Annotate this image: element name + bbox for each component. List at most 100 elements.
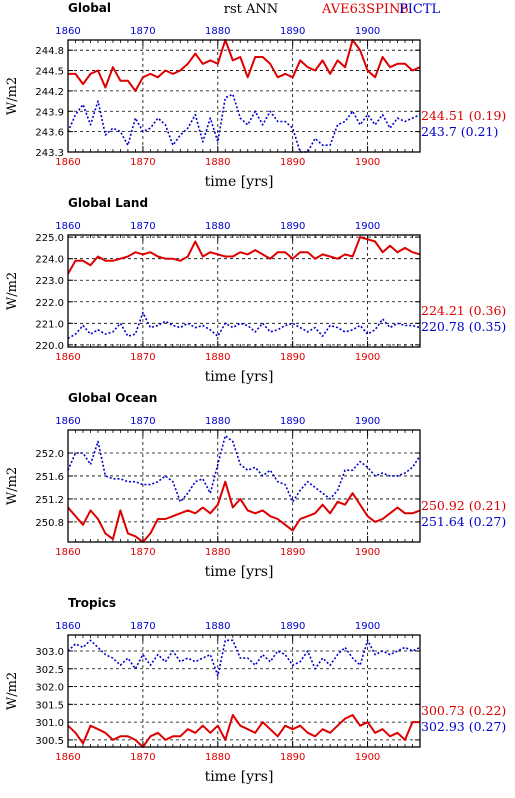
x-tick-label-bottom: 1880 bbox=[205, 157, 230, 168]
chart-panel-2: Global Ocean 250.8 251.2 251.6 252.0 1860 1860… bbox=[5, 391, 506, 580]
panel-title: Global bbox=[68, 1, 111, 15]
series-stat-label: 302.93 (0.27) bbox=[421, 719, 506, 734]
panel-title: Global Land bbox=[68, 196, 148, 210]
x-tick-label-bottom: 1890 bbox=[280, 547, 305, 558]
y-axis-label: W/m2 bbox=[5, 272, 20, 310]
x-tick-label-bottom: 1860 bbox=[55, 547, 80, 558]
series-line-red bbox=[67, 714, 420, 748]
x-tick-label-top: 1860 bbox=[55, 26, 80, 37]
y-axis-label: W/m2 bbox=[5, 77, 20, 115]
series-stat-label: 224.21 (0.36) bbox=[421, 303, 506, 318]
x-axis-label: time [yrs] bbox=[205, 174, 274, 190]
x-tick-label-top: 1870 bbox=[130, 26, 155, 37]
series-stat-label: 244.51 (0.19) bbox=[421, 108, 506, 123]
figure-header: rst ANN AVE63SPIN6 PICTL bbox=[224, 2, 441, 17]
x-tick-label-bottom: 1890 bbox=[280, 752, 305, 763]
y-tick-label: 251.2 bbox=[35, 495, 64, 506]
series-stat-label: 220.78 (0.35) bbox=[421, 319, 506, 334]
series-line-blue bbox=[67, 93, 421, 153]
y-tick-label: 223.0 bbox=[35, 276, 64, 287]
x-tick-label-top: 1890 bbox=[280, 26, 305, 37]
x-tick-label-bottom: 1900 bbox=[355, 752, 380, 763]
x-tick-label-bottom: 1860 bbox=[55, 752, 80, 763]
series-stat-label: 251.64 (0.27) bbox=[421, 514, 506, 529]
x-tick-label-top: 1880 bbox=[205, 416, 230, 427]
y-tick-label: 252.0 bbox=[35, 449, 64, 460]
x-axis-label: time [yrs] bbox=[205, 769, 274, 785]
series-line-blue bbox=[67, 311, 421, 340]
y-tick-label: 221.0 bbox=[35, 319, 64, 330]
x-tick-label-bottom: 1860 bbox=[55, 157, 80, 168]
y-tick-label: 251.6 bbox=[35, 472, 64, 483]
x-tick-label-bottom: 1900 bbox=[355, 352, 380, 363]
x-tick-label-bottom: 1870 bbox=[130, 547, 155, 558]
x-tick-label-top: 1870 bbox=[130, 416, 155, 427]
x-tick-label-top: 1860 bbox=[55, 621, 80, 632]
y-tick-label: 302.5 bbox=[35, 665, 64, 676]
series-line-blue bbox=[67, 434, 421, 503]
y-tick-label: 301.5 bbox=[35, 700, 64, 711]
series-stat-label: 250.92 (0.21) bbox=[421, 498, 506, 513]
y-axis-label: W/m2 bbox=[5, 672, 20, 710]
series-line-blue bbox=[67, 639, 421, 677]
x-tick-label-top: 1860 bbox=[55, 416, 80, 427]
x-tick-label-top: 1900 bbox=[355, 416, 380, 427]
x-tick-label-bottom: 1890 bbox=[280, 157, 305, 168]
legend-label-b: PICTL bbox=[399, 2, 441, 17]
panel-title: Tropics bbox=[68, 596, 116, 610]
y-tick-label: 244.2 bbox=[35, 87, 64, 98]
x-tick-label-bottom: 1880 bbox=[205, 752, 230, 763]
chart-panel-1: Global Land 220.0 221.0 222.0 223.0 224.0 225.… bbox=[5, 196, 506, 385]
chart-panels: Global 243.3 243.6 243.9 244.2 244.5 244.8 1860… bbox=[5, 1, 506, 785]
plot-frame bbox=[67, 234, 421, 348]
x-tick-label-bottom: 1870 bbox=[130, 752, 155, 763]
x-tick-label-top: 1890 bbox=[280, 416, 305, 427]
chart-panel-0: Global 243.3 243.6 243.9 244.2 244.5 244.8 1860… bbox=[5, 1, 506, 190]
series-line-red bbox=[67, 480, 421, 543]
plot-frame bbox=[67, 39, 421, 153]
x-tick-label-bottom: 1870 bbox=[130, 352, 155, 363]
y-axis-label: W/m2 bbox=[5, 467, 20, 505]
y-tick-label: 301.0 bbox=[35, 718, 64, 729]
x-axis-label: time [yrs] bbox=[205, 369, 274, 385]
legend-label-a: AVE63SPIN6 bbox=[321, 2, 409, 17]
x-tick-label-bottom: 1880 bbox=[205, 547, 230, 558]
y-tick-label: 244.5 bbox=[35, 67, 64, 78]
series-line-red bbox=[68, 39, 421, 92]
x-tick-label-top: 1890 bbox=[280, 221, 305, 232]
y-tick-label: 243.3 bbox=[35, 148, 64, 159]
x-tick-label-top: 1870 bbox=[130, 621, 155, 632]
x-tick-label-top: 1900 bbox=[355, 221, 380, 232]
x-tick-label-bottom: 1880 bbox=[205, 352, 230, 363]
x-tick-label-top: 1860 bbox=[55, 221, 80, 232]
figure-title: rst ANN bbox=[224, 2, 278, 17]
y-tick-label: 244.8 bbox=[35, 46, 64, 57]
x-tick-label-top: 1890 bbox=[280, 621, 305, 632]
chart-panel-3: Tropics 300.5 301.0 301.5 302.0 302.5 303.0 186… bbox=[5, 596, 506, 785]
y-tick-label: 243.6 bbox=[35, 128, 64, 139]
y-tick-label: 250.8 bbox=[35, 518, 64, 529]
x-axis-label: time [yrs] bbox=[205, 564, 274, 580]
x-tick-label-top: 1900 bbox=[355, 621, 380, 632]
x-tick-label-top: 1880 bbox=[205, 621, 230, 632]
y-tick-label: 222.0 bbox=[35, 298, 64, 309]
plot-frame bbox=[67, 429, 421, 543]
x-tick-label-bottom: 1860 bbox=[55, 352, 80, 363]
x-tick-label-top: 1880 bbox=[205, 221, 230, 232]
x-tick-label-top: 1900 bbox=[355, 26, 380, 37]
y-tick-label: 224.0 bbox=[35, 255, 64, 266]
x-tick-label-top: 1870 bbox=[130, 221, 155, 232]
y-tick-label: 300.5 bbox=[35, 736, 64, 747]
plot-frame bbox=[67, 634, 421, 748]
series-line-red bbox=[67, 236, 421, 275]
x-tick-label-bottom: 1870 bbox=[130, 157, 155, 168]
y-tick-label: 225.0 bbox=[35, 233, 64, 244]
y-tick-label: 303.0 bbox=[35, 647, 64, 658]
y-tick-label: 302.0 bbox=[35, 683, 64, 694]
x-tick-label-top: 1880 bbox=[205, 26, 230, 37]
x-tick-label-bottom: 1900 bbox=[355, 157, 380, 168]
y-tick-label: 243.9 bbox=[35, 107, 64, 118]
series-stat-label: 243.7 (0.21) bbox=[421, 124, 498, 139]
series-stat-label: 300.73 (0.22) bbox=[421, 703, 506, 718]
